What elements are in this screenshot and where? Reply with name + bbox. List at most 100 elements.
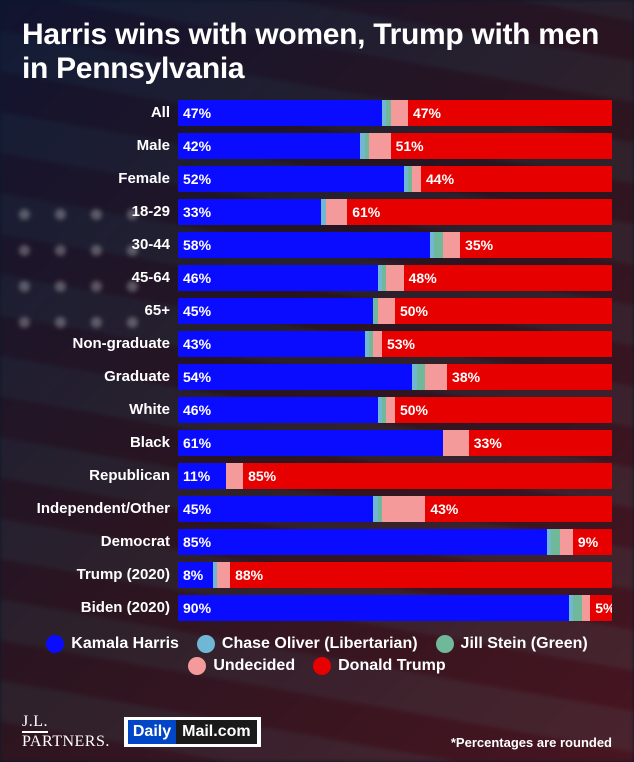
row-label: 18-29 xyxy=(22,203,178,220)
row-label: Black xyxy=(22,434,178,451)
segment-undecided xyxy=(443,430,469,456)
segment-harris: 43% xyxy=(178,331,365,357)
jlp-line1: J.L. xyxy=(22,714,48,733)
chart-row: All47%47% xyxy=(22,97,612,128)
segment-undecided xyxy=(443,232,460,258)
segment-undecided xyxy=(582,595,591,621)
segment-harris: 46% xyxy=(178,265,378,291)
segment-undecided xyxy=(226,463,243,489)
stacked-bar: 46%50% xyxy=(178,397,612,423)
segment-harris: 33% xyxy=(178,199,321,225)
chart-row: Graduate54% 38% xyxy=(22,361,612,392)
segment-trump: 88% xyxy=(230,562,612,588)
stacked-bar-chart: All47%47%Male42%51%Female52%44%18-2933%6… xyxy=(22,97,612,623)
row-label: Female xyxy=(22,170,178,187)
stacked-bar: 11% 85% xyxy=(178,463,612,489)
dm-mail: Mail xyxy=(182,723,213,740)
chart-row: 30-4458%35% xyxy=(22,229,612,260)
chart-row: 18-2933% 61% xyxy=(22,196,612,227)
segment-harris: 52% xyxy=(178,166,404,192)
stacked-bar: 42% 51% xyxy=(178,133,612,159)
segment-undecided xyxy=(386,397,395,423)
segment-trump: 61% xyxy=(347,199,612,225)
legend-swatch xyxy=(197,635,215,653)
row-label: Independent/Other xyxy=(22,500,178,517)
stacked-bar: 52% 44% xyxy=(178,166,612,192)
segment-trump: 44% xyxy=(421,166,612,192)
stacked-bar: 58%35% xyxy=(178,232,612,258)
segment-undecided xyxy=(373,331,382,357)
segment-trump: 38% xyxy=(447,364,612,390)
segment-trump: 51% xyxy=(391,133,612,159)
segment-undecided xyxy=(378,298,395,324)
row-label: Biden (2020) xyxy=(22,599,178,616)
segment-trump: 47% xyxy=(408,100,612,126)
jl-partners-logo: J.L. PARTNERS. xyxy=(22,714,110,750)
segment-undecided xyxy=(386,265,403,291)
segment-harris: 11% xyxy=(178,463,226,489)
legend-swatch xyxy=(436,635,454,653)
row-label: Male xyxy=(22,137,178,154)
legend-label: Chase Oliver (Libertarian) xyxy=(222,635,418,653)
row-label: All xyxy=(22,104,178,121)
stacked-bar: 54% 38% xyxy=(178,364,612,390)
segment-stein xyxy=(551,529,560,555)
stacked-bar: 46%48% xyxy=(178,265,612,291)
chart-row: Republican11%85% xyxy=(22,460,612,491)
segment-harris: 45% xyxy=(178,298,373,324)
segment-trump: 53% xyxy=(382,331,612,357)
segment-harris: 42% xyxy=(178,133,360,159)
segment-harris: 61% xyxy=(178,430,443,456)
footer: J.L. PARTNERS. Daily Mail.com *Percentage… xyxy=(0,714,634,750)
segment-harris: 54% xyxy=(178,364,412,390)
dm-com: .com xyxy=(213,723,250,740)
footnote: *Percentages are rounded xyxy=(451,735,612,750)
legend-swatch xyxy=(313,657,331,675)
segment-harris: 58% xyxy=(178,232,430,258)
row-label: 30-44 xyxy=(22,236,178,253)
row-label: White xyxy=(22,401,178,418)
segment-stein xyxy=(417,364,426,390)
chart-row: Biden (2020)90%5% xyxy=(22,592,612,623)
segment-stein xyxy=(573,595,582,621)
stacked-bar: 45%43% xyxy=(178,496,612,522)
row-label: 45-64 xyxy=(22,269,178,286)
brand-logos: J.L. PARTNERS. Daily Mail.com xyxy=(22,714,261,750)
legend-item-oliver: Chase Oliver (Libertarian) xyxy=(197,635,418,653)
row-label: Graduate xyxy=(22,368,178,385)
legend-label: Donald Trump xyxy=(338,657,446,675)
segment-trump: 50% xyxy=(395,397,612,423)
segment-stein xyxy=(434,232,443,258)
segment-trump: 50% xyxy=(395,298,612,324)
segment-undecided xyxy=(382,496,425,522)
row-label: Trump (2020) xyxy=(22,566,178,583)
legend-item-undecided: Undecided xyxy=(188,657,295,675)
stacked-bar: 90%5% xyxy=(178,595,612,621)
legend-item-trump: Donald Trump xyxy=(313,657,446,675)
segment-undecided xyxy=(560,529,573,555)
segment-harris: 47% xyxy=(178,100,382,126)
chart-row: Black61%33% xyxy=(22,427,612,458)
chart-title: Harris wins with women, Trump with men i… xyxy=(22,18,612,85)
stacked-bar: 43% 53% xyxy=(178,331,612,357)
chart-row: Independent/Other45%43% xyxy=(22,493,612,524)
dailymail-logo: Daily Mail.com xyxy=(124,717,261,747)
stacked-bar: 33% 61% xyxy=(178,199,612,225)
segment-trump: 85% xyxy=(243,463,612,489)
legend-label: Kamala Harris xyxy=(71,635,179,653)
legend-label: Jill Stein (Green) xyxy=(461,635,588,653)
legend-item-harris: Kamala Harris xyxy=(46,635,179,653)
segment-undecided xyxy=(369,133,391,159)
stacked-bar: 47% 47% xyxy=(178,100,612,126)
segment-undecided xyxy=(217,562,230,588)
legend-item-stein: Jill Stein (Green) xyxy=(436,635,588,653)
chart-row: Trump (2020)8% 88% xyxy=(22,559,612,590)
segment-harris: 8% xyxy=(178,562,213,588)
chart-row: 65+45%50% xyxy=(22,295,612,326)
segment-harris: 90% xyxy=(178,595,569,621)
dm-daily: Daily xyxy=(128,720,176,744)
segment-undecided xyxy=(391,100,408,126)
segment-harris: 45% xyxy=(178,496,373,522)
chart-row: Non-graduate43% 53% xyxy=(22,328,612,359)
row-label: Non-graduate xyxy=(22,335,178,352)
